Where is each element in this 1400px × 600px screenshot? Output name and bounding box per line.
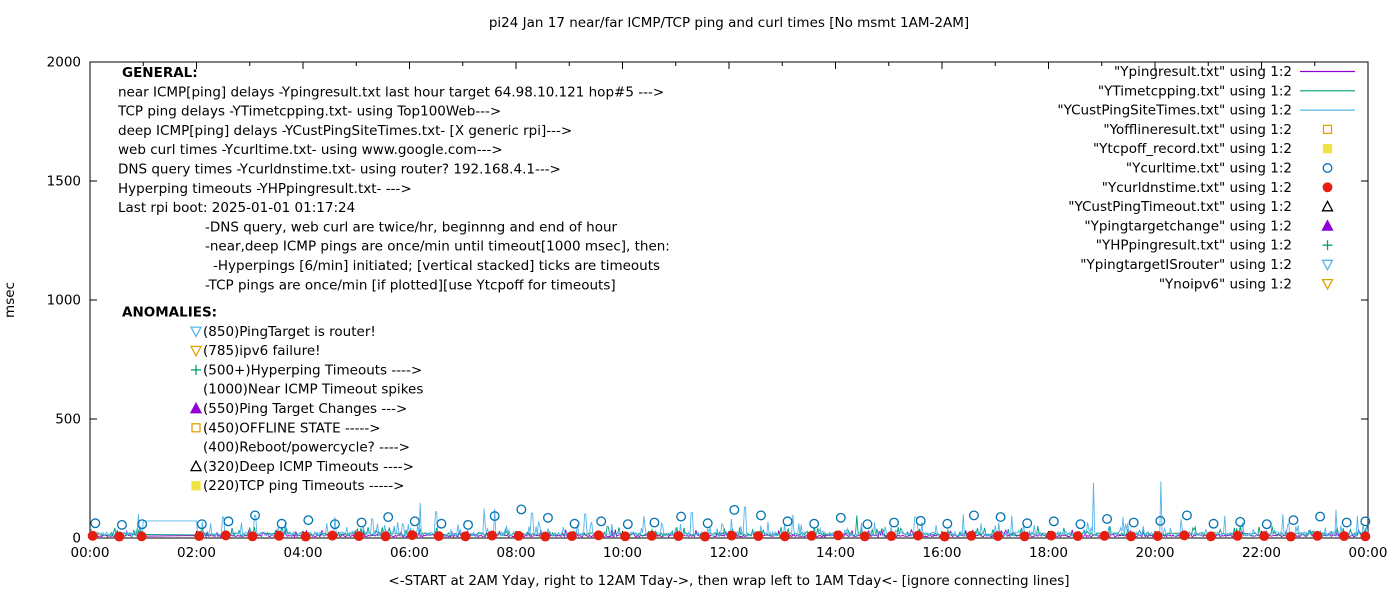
x-tick-label: 02:00 — [177, 545, 216, 561]
x-tick-label: 00:00 — [1349, 545, 1388, 561]
x-tick-label: 20:00 — [1136, 545, 1175, 561]
legend-label: "Ynoipv6" using 1:2 — [1159, 276, 1292, 292]
x-tick-label: 00:00 — [71, 545, 110, 561]
legend-marker-triangle-down-icon — [1321, 278, 1334, 291]
annotation-anomaly-line: ANOMALIES: — [122, 305, 217, 321]
annotation-general-line: near ICMP[ping] delays -Ypingresult.txt … — [118, 84, 664, 100]
legend-label: "Yofflineresult.txt" using 1:2 — [1103, 122, 1292, 138]
legend-label: "YpingtargetISrouter" using 1:2 — [1080, 257, 1292, 273]
series-points-Ycurltime.txt — [90, 504, 1371, 530]
y-axis-label: msec — [2, 282, 18, 318]
legend-label: "Ycurldnstime.txt" using 1:2 — [1102, 180, 1292, 196]
annotation-anomaly-line: (320)Deep ICMP Timeouts ----> — [203, 459, 414, 475]
x-tick-label: 22:00 — [1242, 545, 1281, 561]
legend-marker-triangle-up-icon — [1321, 200, 1334, 212]
annotation-general-line: deep ICMP[ping] delays -YCustPingSiteTim… — [118, 123, 572, 139]
annotation-general-line: web curl times -Ycurltime.txt- using www… — [118, 142, 503, 158]
y-tick-label: 0 — [72, 531, 81, 547]
x-tick-label: 04:00 — [284, 545, 323, 561]
annotation-anomaly-line: (1000)Near ICMP Timeout spikes — [203, 382, 423, 398]
annotation-general-line: DNS query times -Ycurldnstime.txt- using… — [118, 162, 561, 178]
annotation-general-line: -near,deep ICMP pings are once/min until… — [205, 239, 670, 255]
legend-label: "Ypingresult.txt" using 1:2 — [1114, 64, 1292, 80]
chart-title: pi24 Jan 17 near/far ICMP/TCP ping and c… — [489, 15, 969, 31]
legend-label: "YHPpingresult.txt" using 1:2 — [1096, 238, 1292, 254]
annotation-general-line: Hyperping timeouts -YHPpingresult.txt- -… — [118, 181, 412, 197]
annotation-anomaly-line: (400)Reboot/powercycle? ----> — [203, 440, 410, 456]
series-points-Ycurldnstime.txt — [87, 530, 1371, 542]
legend-marker-square-icon — [1322, 124, 1333, 135]
y-tick-label: 500 — [55, 412, 81, 428]
y-tick-label: 1000 — [47, 293, 81, 309]
annotation-anomaly-line: (550)Ping Target Changes ---> — [203, 401, 407, 417]
anomaly-triangle-up-icon — [189, 459, 203, 472]
x-tick-label: 08:00 — [497, 545, 536, 561]
annotation-general-line: TCP ping delays -YTimetcpping.txt- using… — [117, 104, 501, 120]
x-tick-label: 06:00 — [390, 545, 429, 561]
legend-marker-square-icon — [1322, 144, 1333, 154]
legend-marker-triangle-down-icon — [1321, 259, 1334, 272]
series-group — [87, 481, 1371, 542]
anomaly-triangle-down-icon — [189, 326, 203, 338]
annotation-general-line: Last rpi boot: 2025-01-01 01:17:24 — [118, 200, 355, 216]
annotation-anomaly-line: (850)PingTarget is router! — [203, 324, 376, 340]
annotation-general-line: -Hyperpings [6/min] initiated; [vertical… — [213, 258, 660, 274]
anomaly-square-icon — [191, 423, 201, 433]
anomaly-plus-icon — [191, 364, 201, 375]
legend-marker-circle-icon — [1322, 182, 1333, 193]
x-tick-label: 12:00 — [710, 545, 749, 561]
legend-label: "Ytcpoff_record.txt" using 1:2 — [1093, 141, 1292, 157]
x-axis-caption: <-START at 2AM Yday, right to 12AM Tday-… — [388, 573, 1069, 589]
annotation-general-line: GENERAL: — [122, 65, 198, 81]
x-tick-label: 10:00 — [603, 545, 642, 561]
annotations-group: GENERAL: near ICMP[ping] delays -Ypingres… — [117, 65, 670, 494]
annotation-anomaly-line: (785)ipv6 failure! — [203, 343, 321, 359]
annotation-general-line: -DNS query, web curl are twice/hr, begin… — [205, 219, 618, 235]
annotation-anomaly-line: (500+)Hyperping Timeouts ----> — [203, 362, 422, 378]
x-tick-label: 16:00 — [923, 545, 962, 561]
legend-label: "Ycurltime.txt" using 1:2 — [1126, 161, 1292, 177]
x-tick-label: 14:00 — [816, 545, 855, 561]
y-tick-label: 2000 — [47, 55, 81, 71]
y-tick-label: 1500 — [47, 174, 81, 190]
anomaly-triangle-up-icon — [189, 401, 203, 414]
axes-group: 0 500 1000 1500 2000 00:00 02:00 04:00 06:00 08:0… — [47, 55, 1388, 562]
legend-marker-circle-icon — [1322, 163, 1333, 173]
legend-label: "YCustPingSiteTimes.txt" using 1:2 — [1057, 103, 1292, 119]
x-tick-label: 18:00 — [1029, 545, 1068, 561]
annotation-anomaly-line: (450)OFFLINE STATE -----> — [203, 420, 381, 436]
anomaly-square-icon — [191, 481, 201, 491]
annotation-general-line: -TCP pings are once/min [if plotted][use… — [205, 277, 616, 293]
legend-label: "YTimetcpping.txt" using 1:2 — [1098, 83, 1292, 99]
legend-label: "Ypingtargetchange" using 1:2 — [1084, 218, 1292, 234]
legend-label: "YCustPingTimeout.txt" using 1:2 — [1068, 199, 1292, 215]
legend: "Ypingresult.txt" using 1:2 "YTimetcpping… — [1057, 64, 1355, 292]
legend-marker-triangle-up-icon — [1321, 219, 1334, 231]
legend-marker-plus-icon — [1322, 240, 1333, 251]
series-line-YCustPingSiteTimes.txt — [89, 481, 1369, 538]
annotation-anomaly-line: (220)TCP ping Timeouts -----> — [203, 478, 405, 494]
anomaly-triangle-down-icon — [189, 345, 203, 358]
